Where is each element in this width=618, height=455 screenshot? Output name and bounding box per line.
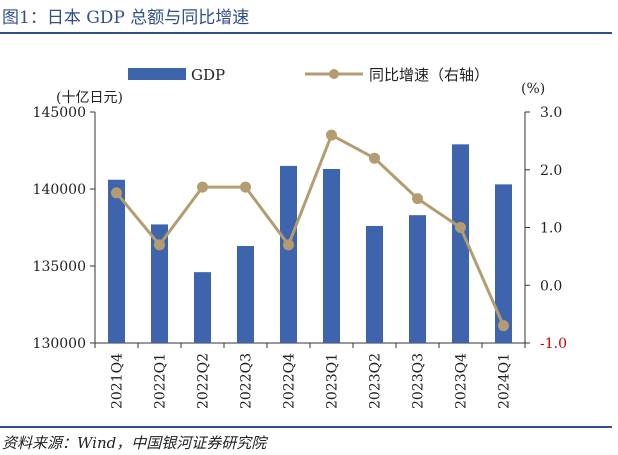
y-right-tick-label: 1.0 xyxy=(540,221,562,237)
legend-swatch-gdp xyxy=(128,68,186,80)
y-left-tick-label: 135000 xyxy=(33,259,86,275)
gdp-bar xyxy=(323,168,340,343)
gdp-bar xyxy=(452,144,469,343)
gdp-bar xyxy=(194,272,211,343)
y-right-tick-label: 3.0 xyxy=(540,105,562,121)
source-note: 资料来源：Wind，中国银河证券研究院 xyxy=(2,434,267,452)
growth-point xyxy=(498,320,509,332)
y-right-tick-label: -1.0 xyxy=(540,336,567,352)
growth-point xyxy=(326,129,337,141)
legend-marker-growth xyxy=(329,69,339,79)
bar-series xyxy=(108,144,512,343)
gdp-bar xyxy=(409,215,426,343)
growth-point xyxy=(455,222,466,233)
line-series xyxy=(111,129,509,332)
footer-divider xyxy=(0,426,612,428)
gdp-bar xyxy=(108,179,125,343)
x-tick-label: 2022Q2 xyxy=(196,353,212,409)
x-tick-label: 2022Q3 xyxy=(239,353,255,409)
growth-point xyxy=(197,181,208,193)
y-left-axis-label: (十亿日元) xyxy=(56,90,123,106)
gdp-bar xyxy=(151,224,168,343)
growth-point xyxy=(412,193,423,205)
growth-point xyxy=(111,187,122,199)
x-tick-label: 2021Q4 xyxy=(110,353,126,409)
y-left-tick-label: 140000 xyxy=(33,182,86,198)
x-tick-label: 2023Q2 xyxy=(368,353,384,409)
y-left-tick-label: 130000 xyxy=(33,336,86,352)
gdp-bar xyxy=(280,165,297,343)
legend-label-gdp: GDP xyxy=(191,66,225,84)
growth-point xyxy=(369,152,380,164)
growth-point xyxy=(154,239,165,251)
legend: GDP 同比增速（右轴） xyxy=(128,66,489,84)
x-tick-label: 2023Q3 xyxy=(411,353,427,409)
x-tick-label: 2023Q1 xyxy=(325,353,341,409)
y-left-tick-label: 145000 xyxy=(33,105,86,121)
gdp-bar xyxy=(237,245,254,343)
growth-point xyxy=(240,181,251,193)
x-tick-label: 2023Q4 xyxy=(454,353,470,409)
gdp-bar xyxy=(495,184,512,343)
y-right-tick-label: 2.0 xyxy=(540,163,562,179)
growth-line xyxy=(115,132,505,327)
y-right-tick-label: 0.0 xyxy=(540,278,562,294)
legend-label-growth: 同比增速（右轴） xyxy=(369,66,489,84)
growth-point xyxy=(283,239,294,251)
y-right-axis-label: (%) xyxy=(521,81,545,97)
gdp-bar xyxy=(366,225,383,343)
title-divider xyxy=(0,32,612,34)
chart-title: 图1：日本 GDP 总额与同比增速 xyxy=(2,8,250,28)
x-tick-label: 2022Q1 xyxy=(153,353,169,409)
x-tick-label: 2022Q4 xyxy=(282,353,298,409)
x-tick-label: 2024Q1 xyxy=(497,353,513,409)
tick-labels: 130000 135000 140000 145000 -1.0 0.0 1.0 2.0 3.0… xyxy=(33,105,567,409)
